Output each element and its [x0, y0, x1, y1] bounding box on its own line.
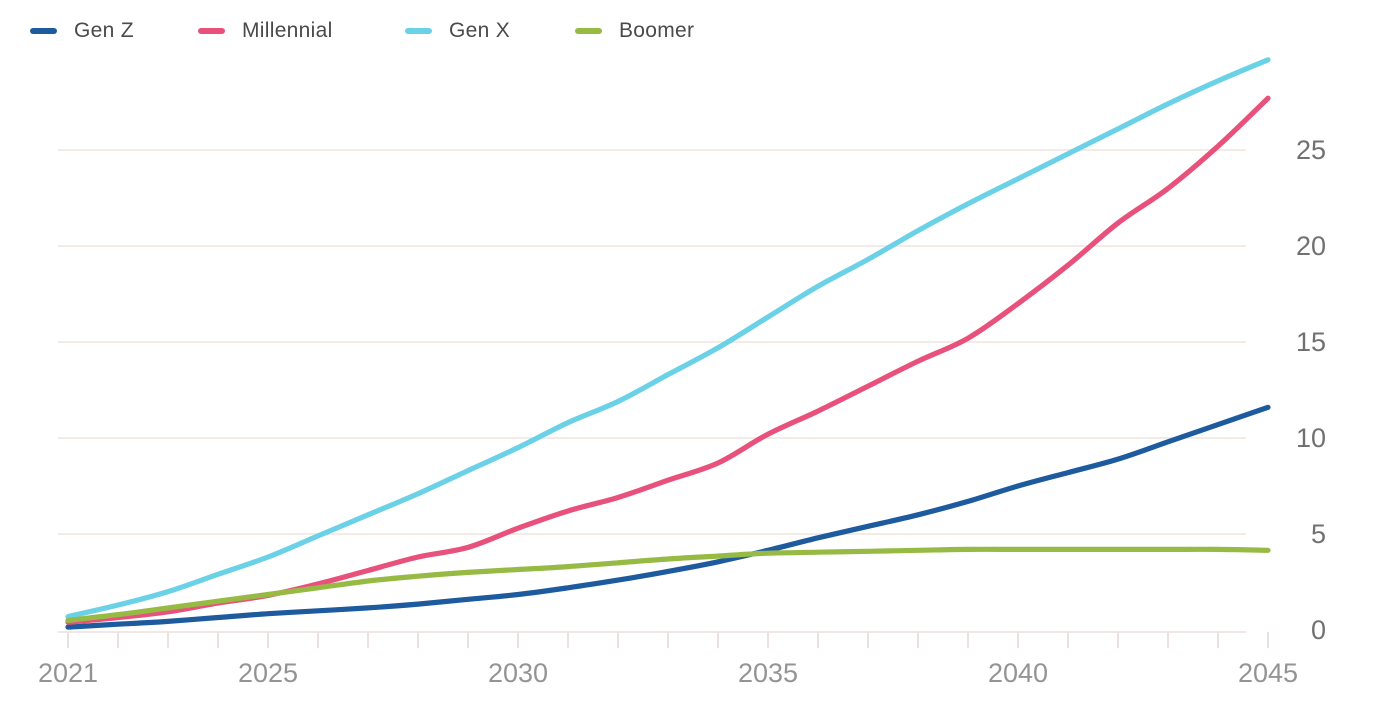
x-axis-label-2035: 2035: [738, 658, 798, 688]
legend-item-gen-x[interactable]: Gen X: [405, 18, 510, 44]
gen-z-swatch-icon: [30, 28, 57, 34]
millennial-line: [65, 95, 1271, 625]
y-axis-label-0: 0: [1311, 615, 1326, 645]
x-axis-label-2045: 2045: [1238, 658, 1298, 688]
x-axis-label-2021: 2021: [38, 658, 98, 688]
legend-item-gen-z[interactable]: Gen Z: [30, 18, 134, 44]
millennial-swatch-icon: [198, 28, 225, 34]
y-axis-label-15: 15: [1296, 327, 1326, 357]
y-axis-label-10: 10: [1296, 423, 1326, 453]
boomer-swatch-icon: [575, 28, 602, 34]
legend-label: Gen Z: [74, 19, 134, 42]
gen-z-line: [65, 404, 1271, 630]
boomer-line: [65, 546, 1271, 623]
y-axis-label-20: 20: [1296, 231, 1326, 261]
legend-item-boomer[interactable]: Boomer: [575, 18, 694, 44]
x-axis-label-2040: 2040: [988, 658, 1048, 688]
legend-label: Gen X: [449, 19, 511, 42]
y-axis-label-25: 25: [1296, 135, 1326, 165]
chart-legend: Gen Z Millennial Gen X Boomer: [0, 18, 1380, 44]
x-axis-label-2025: 2025: [238, 658, 298, 688]
y-axis-label-5: 5: [1311, 519, 1326, 549]
legend-label: Millennial: [242, 19, 333, 42]
x-axis-label-2030: 2030: [488, 658, 548, 688]
legend-label: Boomer: [619, 19, 695, 42]
legend-item-millennial[interactable]: Millennial: [198, 18, 333, 44]
gen-x-line: [65, 57, 1271, 620]
gen-x-swatch-icon: [405, 28, 432, 34]
